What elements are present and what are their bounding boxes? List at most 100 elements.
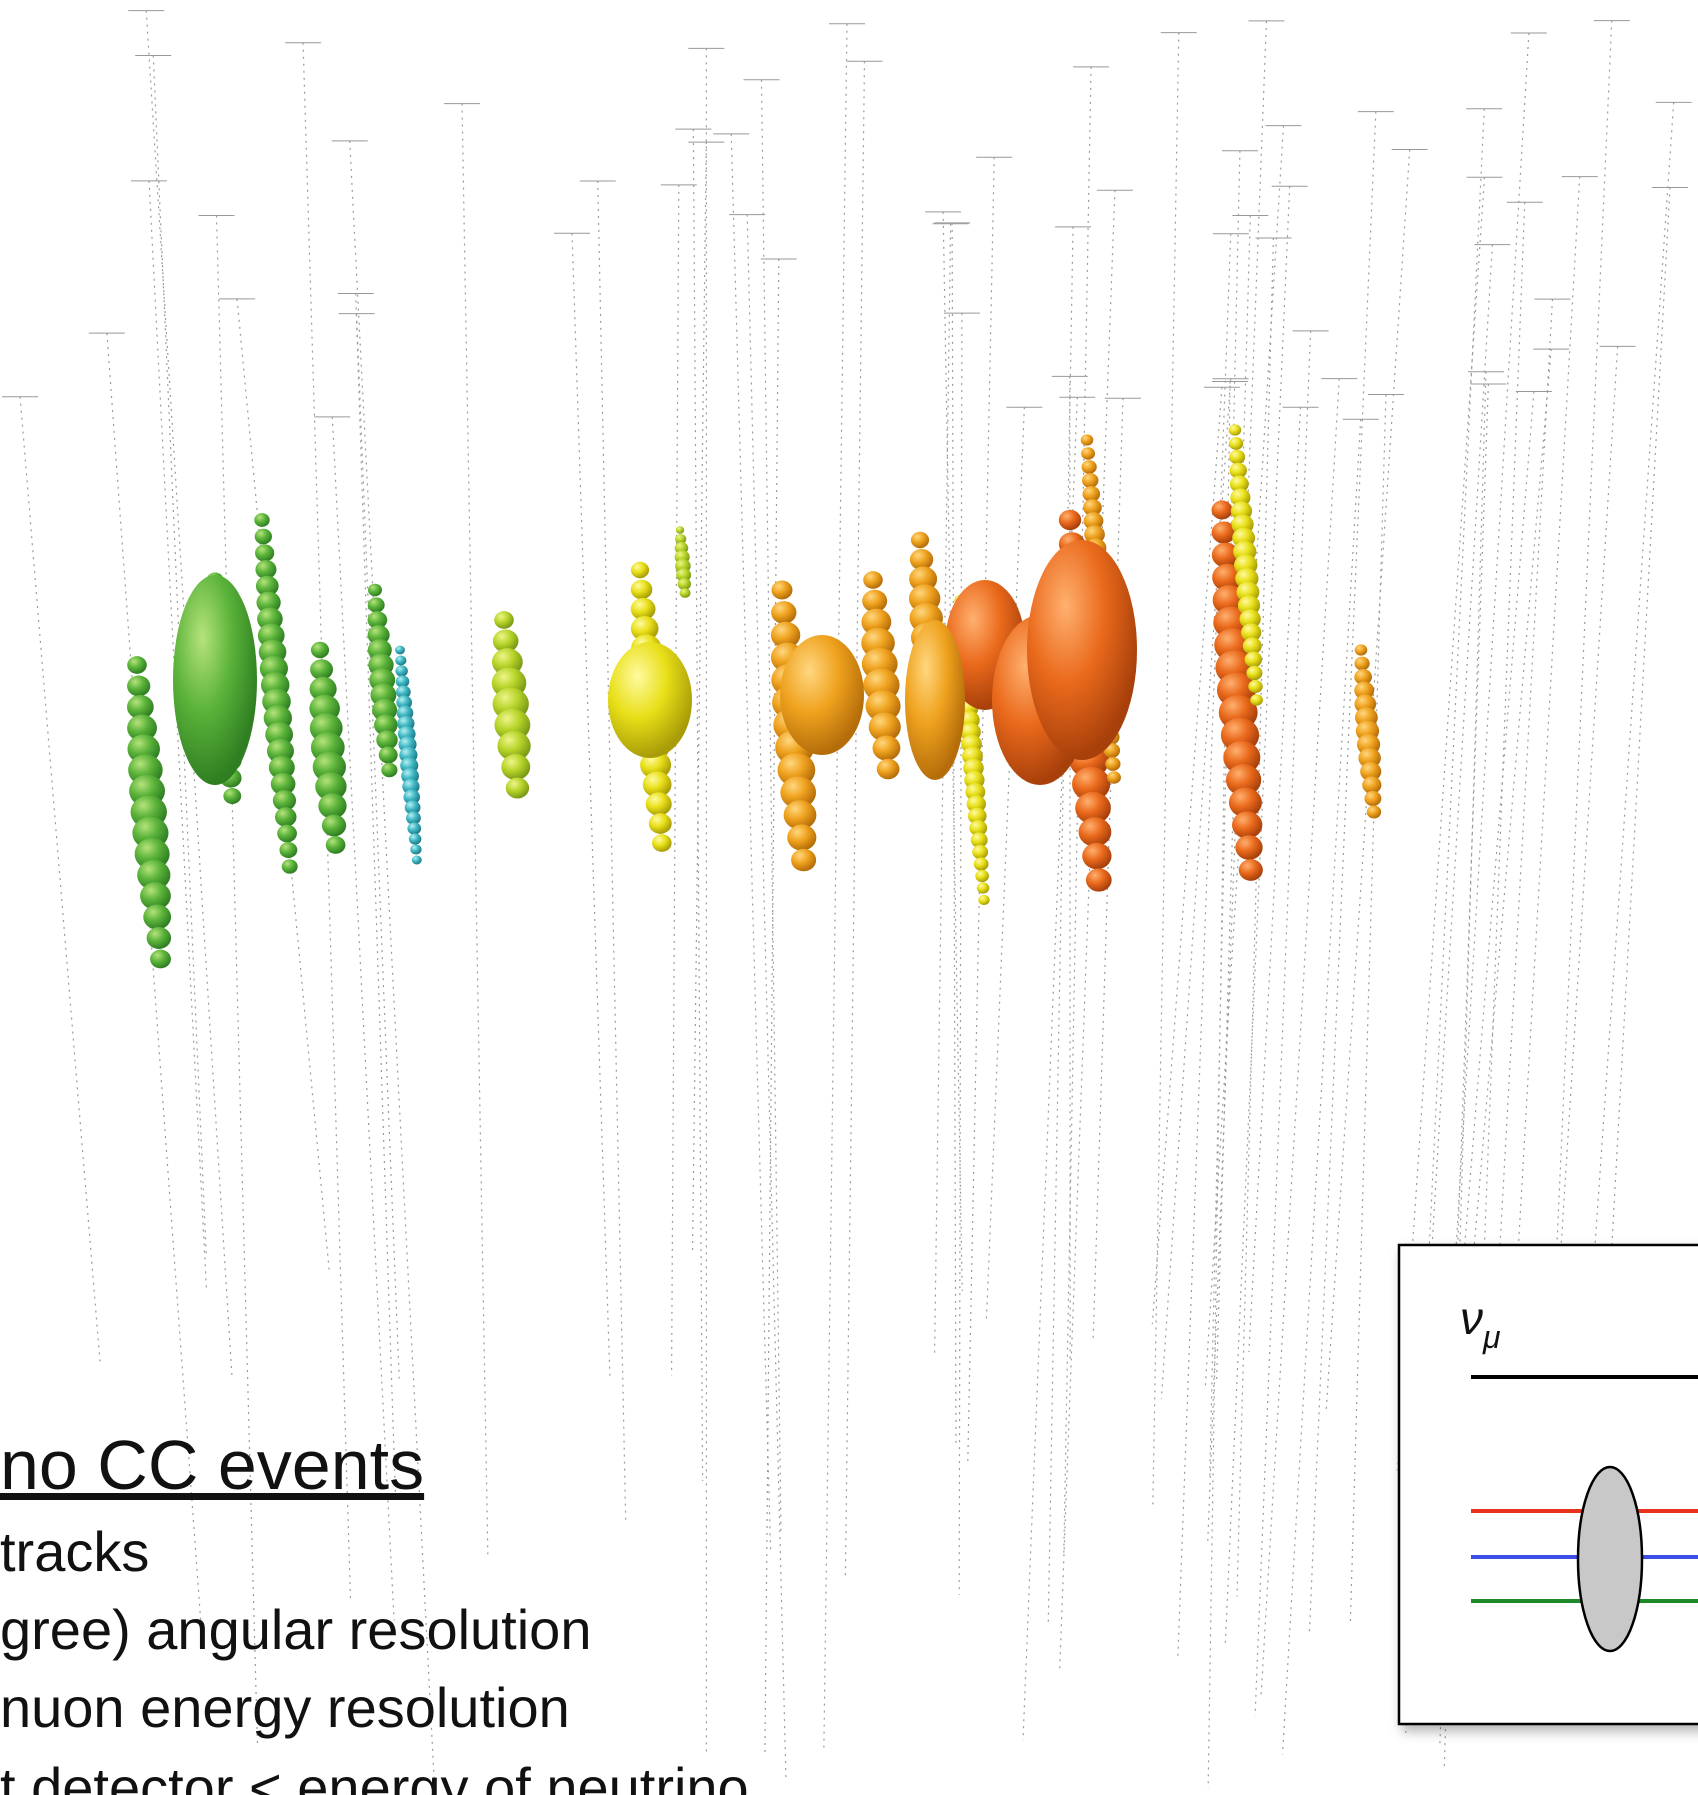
symbol: ν [1460, 1292, 1483, 1344]
string [1444, 33, 1530, 1438]
inset-diagram: νμ [1397, 1243, 1698, 1726]
hit [254, 513, 270, 527]
hit [1360, 761, 1382, 782]
hit [630, 561, 650, 579]
hit [1232, 811, 1263, 839]
hit [325, 836, 346, 854]
hit [272, 790, 297, 811]
hit [146, 927, 172, 949]
hit [1364, 790, 1382, 807]
hit [1235, 835, 1263, 860]
string [1209, 150, 1241, 1481]
hit [407, 822, 422, 835]
hit [770, 621, 801, 649]
hit [630, 597, 656, 621]
hit [143, 904, 172, 930]
hit [863, 571, 883, 589]
hit [967, 807, 987, 825]
hit [309, 676, 337, 702]
string [1248, 407, 1302, 1353]
hit [975, 869, 989, 883]
hit [973, 857, 989, 871]
string [670, 184, 680, 1376]
hit [1354, 656, 1370, 671]
string [730, 133, 772, 1554]
string [1160, 378, 1232, 1400]
string [331, 416, 395, 1621]
hit [315, 772, 347, 801]
hit [1354, 669, 1373, 685]
hit [780, 776, 817, 809]
hit [679, 588, 691, 598]
hit [321, 814, 347, 837]
string [349, 140, 436, 1792]
bullet: gree) angular resolution [0, 1598, 591, 1661]
string [1588, 102, 1675, 1329]
hit [395, 655, 407, 666]
hit [255, 544, 275, 562]
hit [254, 528, 272, 545]
hit [1242, 637, 1262, 655]
hit-cluster [608, 642, 692, 758]
hit [865, 690, 901, 722]
hit [408, 833, 422, 845]
hit [676, 568, 692, 582]
hit [368, 583, 382, 597]
hit [1225, 764, 1262, 796]
hit [868, 712, 901, 742]
bullet: nuon energy resolution [0, 1676, 570, 1739]
hit [1246, 665, 1263, 681]
hit [1366, 805, 1382, 819]
hit-cluster [173, 575, 257, 785]
hit [972, 844, 989, 860]
hit [1211, 542, 1240, 568]
hit [1083, 512, 1104, 530]
hit [376, 730, 398, 750]
hit [978, 894, 990, 906]
hit [396, 685, 411, 699]
string [1410, 244, 1493, 1589]
hit [127, 675, 151, 697]
hit [501, 753, 531, 781]
hit [406, 811, 421, 825]
string [951, 222, 957, 1448]
string [1177, 233, 1232, 1660]
string [1281, 419, 1362, 1755]
string [1151, 387, 1223, 1325]
hit [1211, 500, 1233, 520]
hit [127, 714, 157, 742]
hit [966, 795, 986, 813]
hit [223, 787, 242, 805]
hit [876, 758, 900, 780]
hit [1250, 694, 1263, 706]
string [597, 180, 627, 1520]
hit [127, 656, 147, 674]
hit [862, 589, 888, 613]
hit [1081, 460, 1097, 474]
hit [256, 591, 281, 614]
hit [270, 772, 296, 796]
hit [1244, 651, 1263, 668]
hit [505, 777, 530, 799]
string [1254, 330, 1312, 1716]
hit [1078, 817, 1112, 847]
hit [645, 792, 672, 816]
hit [1239, 609, 1261, 629]
hit [969, 819, 988, 837]
hit [1362, 776, 1382, 794]
string [236, 298, 330, 1271]
hit [1230, 488, 1251, 507]
subscript: μ [1482, 1319, 1501, 1355]
string [967, 157, 995, 1464]
hit [411, 855, 422, 865]
hit [1211, 521, 1236, 544]
string [933, 223, 952, 1356]
hit [403, 789, 421, 805]
hit [310, 659, 334, 680]
string [823, 23, 848, 1751]
heading: no CC events [0, 1426, 424, 1504]
hit [675, 526, 685, 534]
hit [1228, 787, 1262, 818]
string [355, 293, 397, 1499]
hit [378, 746, 398, 764]
